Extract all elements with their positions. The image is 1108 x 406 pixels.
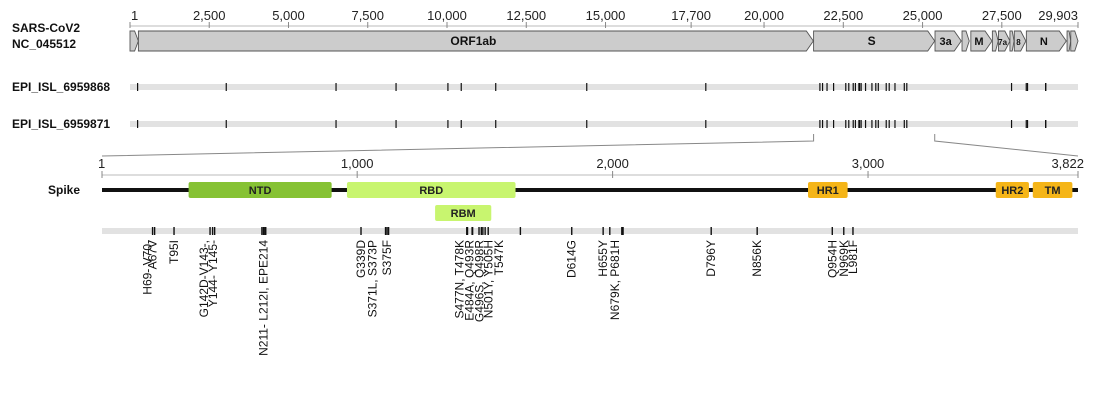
sample-tracks: EPI_ISL_6959868 EPI_ISL_6959871 xyxy=(12,80,1078,131)
spike-mutation-label: N679K, P681H xyxy=(608,240,622,320)
gene-label: ORF1ab xyxy=(450,34,496,48)
gene-label: S xyxy=(868,34,876,48)
genome-labels: SARS-CoV2 NC_045512 xyxy=(12,21,80,51)
gene-arrow xyxy=(1070,30,1079,52)
gene-label: 7a xyxy=(998,38,1007,47)
spike-mutation-label: S375F xyxy=(380,240,394,275)
spike-domain xyxy=(995,182,1029,198)
spike-mutation-label: Y144- Y145- xyxy=(206,240,220,307)
genome-tick-label: 10,000 xyxy=(427,8,467,23)
gene-arrow xyxy=(961,30,970,52)
spike-domain xyxy=(188,182,332,198)
spike-mutation-label: Q954H xyxy=(825,240,839,278)
genome-tick-label: 22,500 xyxy=(823,8,863,23)
spike-mutation-label: T547K xyxy=(492,240,506,275)
gene-arrow xyxy=(1009,30,1015,52)
gene-label: M xyxy=(974,36,983,48)
genome-tick-label: 15,000 xyxy=(586,8,626,23)
spike-tick-label: 3,000 xyxy=(852,156,885,171)
gene-arrow xyxy=(1025,30,1067,52)
spike-domain-label: HR2 xyxy=(1001,185,1023,197)
spike-backbone xyxy=(102,188,1078,192)
genome-tick-label: 1 xyxy=(131,8,138,23)
genome-tick-label: 12,500 xyxy=(506,8,546,23)
sample-track-bar xyxy=(130,84,1078,90)
spike-zoom-connector xyxy=(101,134,1079,157)
gene-arrow xyxy=(970,30,993,52)
spike-tick-label: 1 xyxy=(98,156,105,171)
genome-label-line-1: SARS-CoV2 xyxy=(12,21,80,35)
spike-domain-label: HR1 xyxy=(817,185,839,197)
gene-arrow xyxy=(813,30,936,52)
spike-mutation-label: T95I xyxy=(167,240,181,264)
sample-label: EPI_ISL_6959868 xyxy=(12,80,110,94)
spike-label: Spike xyxy=(48,183,80,197)
genome-tick-label: 29,903 xyxy=(1038,8,1078,23)
gene-arrow xyxy=(129,30,139,52)
spike-mutation-label: G496S, Q498R xyxy=(472,240,486,322)
gene-arrow xyxy=(934,30,962,52)
spike-domain-label: RBD xyxy=(419,185,443,197)
spike-mutation-label: S371L, S373P xyxy=(366,240,380,317)
gene-arrow xyxy=(1066,30,1072,52)
genome-tick-label: 20,000 xyxy=(744,8,784,23)
genome-tick-label: 25,000 xyxy=(903,8,943,23)
spike-mutation-track xyxy=(102,227,1078,235)
spike-tick-label: 2,000 xyxy=(596,156,629,171)
spike-mutation-label: N856K xyxy=(750,240,764,277)
genome-tick-label: 27,500 xyxy=(982,8,1022,23)
spike-mutation-label: G339D xyxy=(354,240,368,278)
spike-mutation-label: G142D-V143-, xyxy=(197,240,211,317)
genome-axis: 1 2,500 5,000 7,500 10,000 12,500 15,000 17,700… xyxy=(129,8,1079,28)
zoom-line-left xyxy=(101,134,815,157)
gene-label: 3a xyxy=(940,36,953,48)
genome-tick-label: 2,500 xyxy=(193,8,226,23)
spike-domain-label: NTD xyxy=(249,185,272,197)
spike-mutation-label: N969K xyxy=(837,240,851,277)
genome-gene-track: ORF1ab S 3a M 7a 8 N xyxy=(129,30,1079,52)
gene-label: 8 xyxy=(1016,38,1021,47)
spike-track: Spike NTD RBD RBM HR1 HR2 TM xyxy=(48,182,1078,221)
spike-mutation-label: L981F xyxy=(846,240,860,274)
spike-mutation-label: N501Y, Y505H xyxy=(482,240,496,318)
spike-mutation-label: S477N, T478K xyxy=(452,240,466,319)
spike-axis: 1 1,000 2,000 3,000 3,822 xyxy=(98,156,1084,178)
gene-arrow xyxy=(137,30,814,52)
spike-mutation-label: A67V xyxy=(146,240,160,269)
spike-mutation-bar xyxy=(102,228,1078,234)
genome-tick-label: 17,700 xyxy=(671,8,711,23)
spike-tick-label: 1,000 xyxy=(341,156,374,171)
spike-domain-label: TM xyxy=(1045,185,1061,197)
spike-domain xyxy=(346,182,516,198)
spike-tick-label: 3,822 xyxy=(1051,156,1084,171)
genome-label-line-2: NC_045512 xyxy=(12,37,76,51)
spike-mutation-label: H655Y xyxy=(596,240,610,277)
spike-domain-label: RBM xyxy=(451,208,476,220)
gene-arrow xyxy=(1013,30,1027,52)
spike-mutation-label: H69- V70- xyxy=(141,240,155,295)
genome-tick-label: 5,000 xyxy=(272,8,305,23)
genome-tick-label: 7,500 xyxy=(351,8,384,23)
spike-mutation-label: E484A, Q493R xyxy=(463,240,477,321)
zoom-line-right xyxy=(934,134,1079,157)
spike-mutation-label: D796Y xyxy=(704,240,718,277)
spike-mutation-label: N211- L212I, EPE214 xyxy=(256,240,270,356)
spike-domain xyxy=(808,182,848,198)
sample-track-bar xyxy=(130,121,1078,127)
spike-domain xyxy=(1032,182,1073,198)
spike-domain xyxy=(435,205,492,221)
sample-label: EPI_ISL_6959871 xyxy=(12,117,110,131)
spike-mutation-label: D614G xyxy=(565,240,579,278)
gene-arrow xyxy=(991,30,999,52)
gene-arrow xyxy=(998,30,1011,52)
gene-label: N xyxy=(1040,36,1048,48)
